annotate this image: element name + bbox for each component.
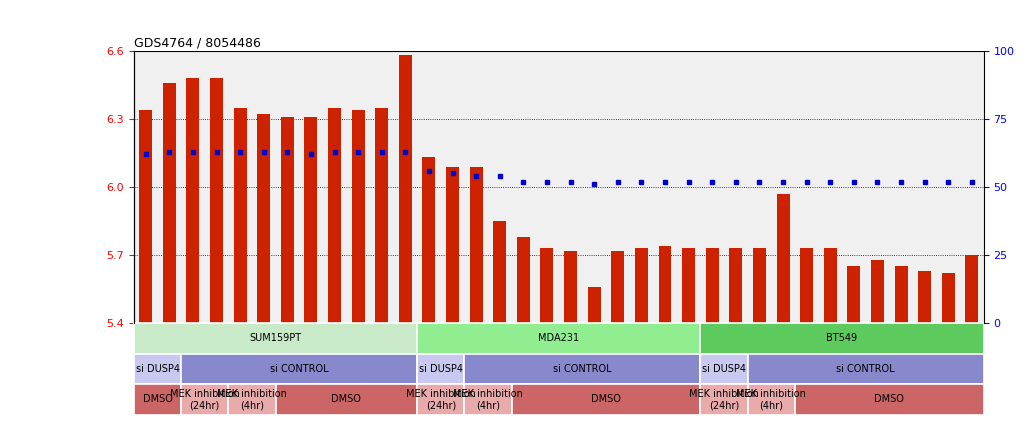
Bar	[139, 110, 152, 323]
Bar	[465, 384, 512, 415]
Bar	[181, 384, 229, 415]
Bar	[700, 354, 748, 384]
Bar	[417, 354, 465, 384]
Text: MEK inhibition
(24hr): MEK inhibition (24hr)	[406, 388, 476, 410]
Text: DMSO: DMSO	[591, 394, 621, 404]
Bar	[700, 384, 748, 415]
Bar	[186, 78, 200, 323]
Text: DMSO: DMSO	[142, 394, 172, 404]
Bar	[682, 248, 695, 323]
Bar	[564, 250, 577, 323]
Text: si DUSP4: si DUSP4	[419, 364, 462, 374]
Bar	[493, 221, 507, 323]
Bar	[871, 260, 884, 323]
Bar	[795, 384, 984, 415]
Bar	[305, 117, 317, 323]
Bar	[700, 323, 984, 354]
Text: BT549: BT549	[826, 333, 858, 343]
Bar	[517, 237, 529, 323]
Text: MEK inhibition
(24hr): MEK inhibition (24hr)	[689, 388, 759, 410]
Text: si CONTROL: si CONTROL	[836, 364, 895, 374]
Text: GDS4764 / 8054486: GDS4764 / 8054486	[134, 37, 261, 49]
Text: MEK inhibition
(24hr): MEK inhibition (24hr)	[170, 388, 240, 410]
Bar	[777, 194, 790, 323]
Text: MDA231: MDA231	[539, 333, 579, 343]
Bar	[800, 248, 813, 323]
Bar	[894, 266, 907, 323]
Bar	[328, 107, 341, 323]
Bar	[918, 271, 931, 323]
Bar	[588, 287, 600, 323]
Bar	[611, 250, 624, 323]
Bar	[399, 55, 412, 323]
Bar	[753, 248, 766, 323]
Bar	[234, 107, 246, 323]
Text: si CONTROL: si CONTROL	[553, 364, 612, 374]
Text: si DUSP4: si DUSP4	[702, 364, 746, 374]
Bar	[941, 273, 955, 323]
Bar	[422, 157, 436, 323]
Bar	[748, 384, 795, 415]
Text: DMSO: DMSO	[332, 394, 362, 404]
Bar	[729, 248, 743, 323]
Bar	[541, 248, 553, 323]
Bar	[258, 114, 270, 323]
Bar	[470, 167, 483, 323]
Bar	[446, 167, 459, 323]
Text: MEK inhibition
(4hr): MEK inhibition (4hr)	[453, 388, 523, 410]
Bar	[281, 117, 294, 323]
Bar	[181, 354, 417, 384]
Text: DMSO: DMSO	[874, 394, 904, 404]
Bar	[824, 248, 836, 323]
Bar	[134, 354, 181, 384]
Text: MEK inhibition
(4hr): MEK inhibition (4hr)	[217, 388, 287, 410]
Bar	[417, 384, 465, 415]
Bar	[706, 248, 719, 323]
Bar	[658, 246, 672, 323]
Bar	[229, 384, 275, 415]
Bar	[848, 266, 860, 323]
Bar	[134, 323, 417, 354]
Bar	[375, 107, 388, 323]
Bar	[417, 323, 700, 354]
Text: MEK inhibition
(4hr): MEK inhibition (4hr)	[736, 388, 806, 410]
Bar	[275, 384, 417, 415]
Bar	[465, 354, 700, 384]
Bar	[634, 248, 648, 323]
Bar	[748, 354, 984, 384]
Text: si DUSP4: si DUSP4	[136, 364, 179, 374]
Bar	[210, 78, 224, 323]
Text: SUM159PT: SUM159PT	[249, 333, 302, 343]
Bar	[512, 384, 700, 415]
Bar	[351, 110, 365, 323]
Bar	[134, 384, 181, 415]
Bar	[965, 255, 978, 323]
Bar	[163, 82, 176, 323]
Text: si CONTROL: si CONTROL	[270, 364, 329, 374]
